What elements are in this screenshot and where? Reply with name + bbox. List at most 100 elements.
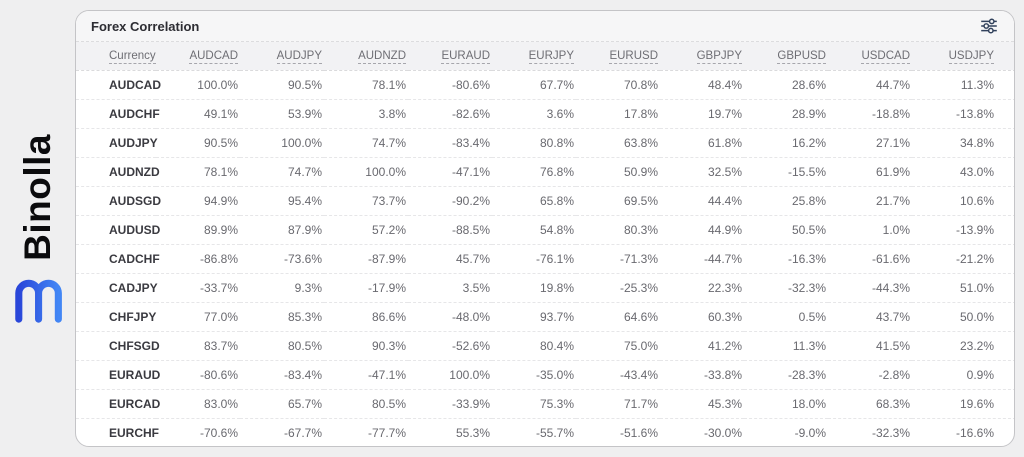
row-currency-label: AUDJPY [76,127,158,157]
table-row-audjpy: AUDJPY 90.5% 100.0% 74.7% -83.4% 80.8% 63.8% 61… [76,127,1014,157]
card-header: Forex Correlation [76,11,1014,42]
correlation-cell: -33.8% [660,359,744,389]
correlation-cell: 21.7% [828,185,912,215]
correlation-cell: 48.4% [707,77,742,92]
correlation-cell: 54.8% [492,214,576,244]
row-currency-label: EURCAD [76,388,160,418]
correlation-cell: 41.2% [660,330,744,360]
correlation-cell: 70.8% [623,77,658,92]
correlation-cell: -70.6% [156,417,240,446]
correlation-cell: 100.0% [324,156,408,186]
column-header-audnzd[interactable]: AUDNZD [324,42,408,71]
correlation-cell: 11.3% [960,77,994,92]
row-currency-label: AUDCHF [76,98,160,128]
correlation-cell: 94.9% [156,185,240,215]
column-header-label: EURAUD [441,49,490,64]
column-header-audjpy[interactable]: AUDJPY [240,42,324,71]
table-row-eurcad: EURCAD 83.0% 65.7% 80.5% -33.9% 75.3% 71.7% 45.… [76,388,1014,418]
correlation-cell: 83.7% [156,330,240,360]
correlation-cell: 80.3% [576,214,660,244]
correlation-cell: -47.1% [324,359,408,389]
table-row-eurchf: EURCHF -70.6% -67.7% -77.7% 55.3% -55.7% -51.6… [76,417,1014,446]
row-currency-label: CHFSGD [76,330,160,360]
sliders-icon [981,18,997,34]
correlation-cell: 50.5% [744,214,828,244]
correlation-cell: 28.9% [744,98,828,128]
correlation-cell: 83.0% [156,388,240,418]
correlation-cell: -52.6% [408,330,492,360]
column-header-euraud[interactable]: EURAUD [408,42,492,71]
correlation-cell: 32.5% [660,156,744,186]
table-row-cadchf: CADCHF -86.8% -73.6% -87.9% 45.7% -76.1% -71.3… [76,243,1014,273]
correlation-cell: -43.4% [576,359,660,389]
column-header-gbpusd[interactable]: GBPUSD [744,42,828,71]
correlation-cell: -73.6% [240,243,324,273]
brand-rail: Binolla [0,0,75,457]
brand-name: Binolla [16,134,58,261]
correlation-cell: -55.7% [492,417,576,446]
correlation-cell: 17.8% [576,98,660,128]
table-header-row: Currency AUDCAD AUDJPY AUDNZD EURAUD EURJPY EU… [76,42,1014,71]
correlation-cell: 71.7% [576,388,660,418]
correlation-cell: -83.4% [408,127,492,157]
correlation-cell: 73.7% [324,185,408,215]
column-header-usdjpy[interactable]: USDJPY [912,42,1014,71]
table-row-euraud: EURAUD -80.6% -83.4% -47.1% 100.0% -35.0% -43.… [76,359,1014,389]
table-row-chfsgd: CHFSGD 83.7% 80.5% 90.3% -52.6% 80.4% 75.0% 41.… [76,330,1014,360]
column-header-audcad[interactable]: AUDCAD [156,42,240,71]
correlation-cell: 78.1% [156,156,240,186]
correlation-cell: 16.2% [744,127,828,157]
correlation-cell: 45.3% [660,388,744,418]
row-currency-label: AUDCAD [109,77,161,92]
correlation-cell: 75.3% [492,388,576,418]
correlation-cell: -32.3% [828,417,912,446]
correlation-cell: -90.2% [408,185,492,215]
correlation-cell: 69.5% [576,185,660,215]
correlation-cell: -44.3% [828,272,912,302]
binolla-m-logo [14,279,62,323]
correlation-cell: 44.4% [660,185,744,215]
correlation-cell: 78.1% [371,77,406,92]
row-currency-label: CADCHF [76,243,160,273]
correlation-table: Currency AUDCAD AUDJPY AUDNZD EURAUD EURJPY EU… [76,42,1014,446]
correlation-cell: 19.8% [492,272,576,302]
column-header-label: AUDCAD [189,49,238,64]
column-header-eurjpy[interactable]: EURJPY [492,42,576,71]
column-header-eurusd[interactable]: EURUSD [576,42,660,71]
column-header-label: AUDJPY [276,49,322,64]
correlation-cell: 65.7% [240,388,324,418]
column-header-label: USDCAD [861,49,910,64]
correlation-cell: -28.3% [744,359,828,389]
correlation-cell: 19.6% [912,388,1014,418]
column-header-usdcad[interactable]: USDCAD [828,42,912,71]
page-title: Forex Correlation [91,18,200,34]
correlation-cell: 90.5% [156,127,240,157]
correlation-cell: -35.0% [492,359,576,389]
column-header-gbpjpy[interactable]: GBPJPY [660,42,744,71]
correlation-cell: 44.9% [660,214,744,244]
correlation-cell: 100.0% [197,77,238,92]
correlation-cell: 11.3% [744,330,828,360]
correlation-cell: -86.8% [156,243,240,273]
correlation-cell: 10.6% [912,185,1014,215]
correlation-cell: 3.8% [324,98,408,128]
column-header-currency[interactable]: Currency [76,42,156,71]
correlation-cell: -33.7% [156,272,240,302]
correlation-cell: 22.3% [660,272,744,302]
correlation-cell: 60.3% [660,301,744,331]
correlation-cell: 9.3% [240,272,324,302]
correlation-cell: -83.4% [240,359,324,389]
row-currency-label: AUDSGD [76,185,161,215]
correlation-cell: 53.9% [240,98,324,128]
correlation-cell: 80.5% [240,330,324,360]
correlation-cell: 93.7% [492,301,576,331]
filter-settings-button[interactable] [977,14,1001,38]
correlation-cell: 3.6% [492,98,576,128]
correlation-cell: 28.6% [791,77,826,92]
correlation-cell: -2.8% [828,359,912,389]
correlation-cell: 19.7% [660,98,744,128]
correlation-cell: 75.0% [576,330,660,360]
correlation-cell: 50.9% [576,156,660,186]
correlation-cell: 64.6% [576,301,660,331]
correlation-cell: 74.7% [240,156,324,186]
